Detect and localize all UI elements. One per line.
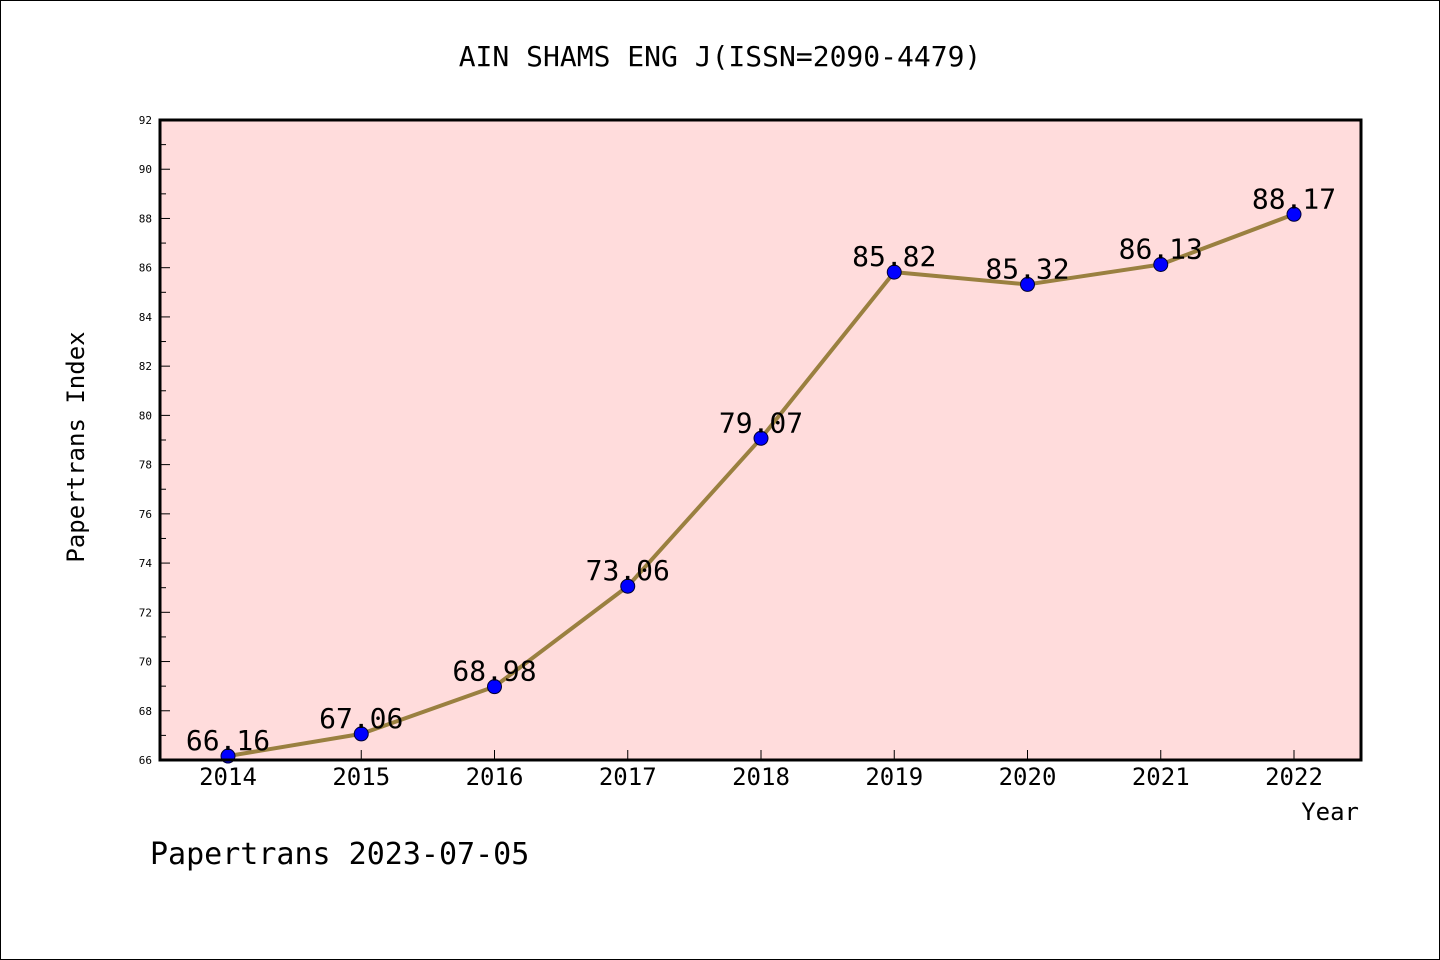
x-axis: 2014 2015 2016 2017 2018 2019 2020 2021 2022 <box>199 750 1323 791</box>
data-label: 85.32 <box>985 252 1069 285</box>
y-tick-label: 80 <box>139 409 152 422</box>
x-tick-label: 2018 <box>732 763 790 791</box>
y-tick-label: 92 <box>139 114 152 127</box>
x-tick-label: 2022 <box>1265 763 1323 791</box>
data-label: 73.06 <box>586 554 670 587</box>
y-axis-label: Papertrans Index <box>62 331 90 562</box>
y-tick-label: 68 <box>139 705 152 718</box>
data-label: 86.13 <box>1119 232 1203 265</box>
y-tick-label: 84 <box>139 311 153 324</box>
data-point <box>1153 256 1169 272</box>
data-point <box>753 430 769 446</box>
x-tick-label: 2019 <box>865 763 923 791</box>
data-label: 88.17 <box>1252 182 1336 215</box>
y-tick-label: 90 <box>139 163 152 176</box>
data-label: 66.16 <box>186 724 270 757</box>
x-axis-label: Year <box>1301 798 1359 826</box>
x-tick-label: 2016 <box>466 763 524 791</box>
y-tick-label: 76 <box>139 508 152 521</box>
x-tick-label: 2015 <box>332 763 390 791</box>
data-point <box>487 679 502 695</box>
y-axis: 66 68 70 72 74 76 78 80 82 84 86 88 90 92 <box>139 114 170 767</box>
y-tick-label: 86 <box>139 262 152 275</box>
series-papertrans-index: 66.16 67.06 68.98 73.06 79.07 85.82 85.32 86.13… <box>186 182 1336 764</box>
y-tick-label: 88 <box>139 212 152 225</box>
y-tick-label: 66 <box>139 754 152 767</box>
x-tick-label: 2021 <box>1132 763 1190 791</box>
x-tick-label: 2020 <box>999 763 1057 791</box>
y-tick-label: 74 <box>139 557 153 570</box>
data-label: 67.06 <box>319 702 403 735</box>
data-point <box>886 264 902 280</box>
plot-border <box>158 118 1363 762</box>
data-point <box>620 578 636 594</box>
data-point <box>353 726 369 742</box>
data-label: 68.98 <box>452 655 536 688</box>
x-tick-label: 2014 <box>199 763 257 791</box>
data-label: 85.82 <box>852 240 936 273</box>
y-tick-label: 82 <box>139 360 152 373</box>
data-point <box>1020 276 1035 292</box>
data-point <box>1286 206 1302 222</box>
footer-credit: Papertrans 2023-07-05 <box>150 837 529 872</box>
y-tick-label: 72 <box>139 606 152 619</box>
x-tick-label: 2017 <box>599 763 657 791</box>
y-tick-label: 70 <box>139 656 152 669</box>
y-tick-label: 78 <box>139 459 152 472</box>
data-label: 79.07 <box>719 406 803 439</box>
chart-title: AIN SHAMS ENG J(ISSN=2090-4479) <box>459 40 982 73</box>
